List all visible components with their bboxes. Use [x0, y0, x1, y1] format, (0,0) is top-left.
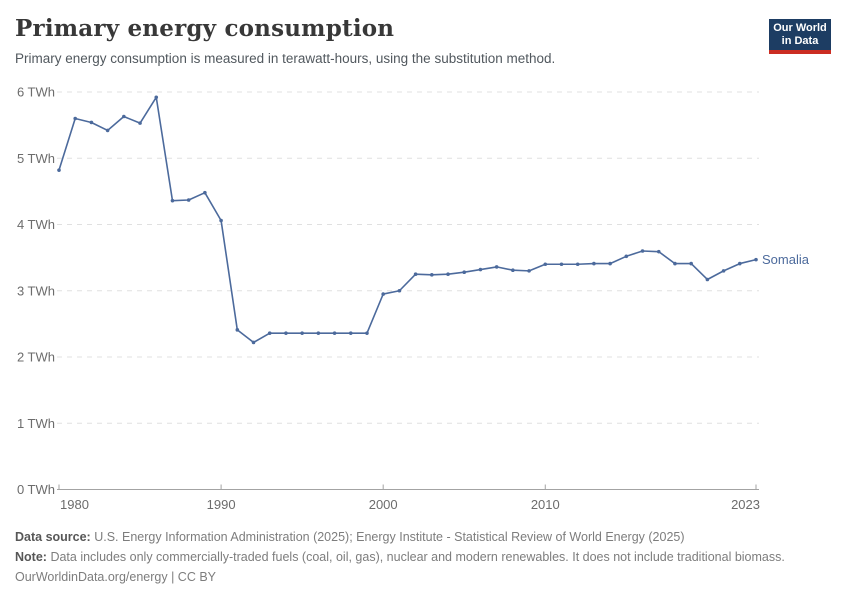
- data-point[interactable]: [89, 120, 94, 125]
- data-point[interactable]: [462, 270, 467, 275]
- data-point[interactable]: [624, 254, 629, 259]
- data-point[interactable]: [397, 288, 402, 293]
- data-point[interactable]: [57, 168, 61, 172]
- owid-logo[interactable]: Our World in Data: [769, 19, 831, 54]
- data-point[interactable]: [543, 262, 548, 267]
- data-point[interactable]: [154, 95, 159, 100]
- x-axis-tick-label: 1980: [60, 497, 89, 512]
- data-point[interactable]: [365, 331, 369, 335]
- y-axis-tick-label: 5 TWh: [17, 151, 55, 166]
- chart-subtitle: Primary energy consumption is measured i…: [15, 51, 556, 66]
- data-point[interactable]: [73, 116, 78, 121]
- series-somalia[interactable]: Somalia: [57, 95, 810, 345]
- x-axis-tick-label: 2023: [731, 497, 760, 512]
- x-axis-tick-label: 1990: [207, 497, 236, 512]
- y-axis-tick-label: 6 TWh: [17, 85, 55, 100]
- note-text: Data includes only commercially-traded f…: [50, 550, 785, 564]
- data-point[interactable]: [494, 265, 499, 269]
- data-point[interactable]: [754, 257, 758, 262]
- data-source-label: Data source:: [15, 530, 91, 544]
- logo-line-2: in Data: [781, 35, 819, 47]
- logo-line-1: Our World: [773, 22, 827, 34]
- data-point[interactable]: [170, 198, 175, 203]
- data-point[interactable]: [721, 269, 726, 273]
- data-point[interactable]: [348, 331, 353, 335]
- data-point[interactable]: [430, 273, 434, 277]
- note-label: Note:: [15, 550, 47, 564]
- data-point[interactable]: [105, 128, 110, 133]
- data-point[interactable]: [284, 331, 288, 335]
- note-line: Note: Data includes only commercially-tr…: [15, 547, 835, 567]
- data-point[interactable]: [640, 249, 645, 253]
- data-point[interactable]: [689, 261, 693, 266]
- data-point[interactable]: [737, 261, 742, 266]
- data-point[interactable]: [138, 121, 142, 125]
- data-point[interactable]: [332, 331, 337, 335]
- page-title: Primary energy consumption: [15, 15, 395, 42]
- y-axis-tick-label: 2 TWh: [17, 350, 55, 365]
- data-point[interactable]: [559, 262, 564, 267]
- data-point[interactable]: [316, 331, 321, 335]
- chart-header: Primary energy consumption Primary energ…: [15, 15, 755, 66]
- x-axis-tick-label: 2000: [369, 497, 398, 512]
- footer-link[interactable]: OurWorldinData.org/energy | CC BY: [15, 570, 217, 584]
- series-end-label[interactable]: Somalia: [762, 252, 810, 267]
- y-axis-tick-label: 3 TWh: [17, 283, 55, 298]
- data-point[interactable]: [608, 261, 612, 266]
- data-point[interactable]: [673, 261, 677, 266]
- data-point[interactable]: [592, 261, 596, 266]
- data-point[interactable]: [235, 328, 240, 332]
- data-point[interactable]: [656, 249, 661, 254]
- data-point[interactable]: [575, 262, 580, 267]
- data-point[interactable]: [203, 190, 207, 195]
- data-source-line: Data source: U.S. Energy Information Adm…: [15, 527, 835, 547]
- data-point[interactable]: [267, 331, 272, 335]
- y-axis-tick-label: 4 TWh: [17, 217, 55, 232]
- line-chart[interactable]: 0 TWh 1 TWh 2 TWh 3 TWh 4 TWh 5 TWh 6 TWh 1980 1…: [0, 0, 850, 530]
- y-axis-tick-label: 1 TWh: [17, 416, 55, 431]
- data-point[interactable]: [446, 272, 450, 276]
- data-point[interactable]: [186, 198, 191, 202]
- data-point[interactable]: [300, 331, 304, 335]
- x-axis-tick-label: 2010: [531, 497, 560, 512]
- data-point[interactable]: [478, 267, 483, 272]
- y-axis-tick-label: 0 TWh: [17, 482, 55, 497]
- series-line[interactable]: [58, 96, 757, 344]
- data-source-text: U.S. Energy Information Administration (…: [94, 530, 685, 544]
- data-point[interactable]: [381, 292, 385, 296]
- data-point[interactable]: [705, 277, 710, 282]
- chart-footer: Data source: U.S. Energy Information Adm…: [15, 527, 835, 587]
- data-point[interactable]: [527, 269, 531, 273]
- data-point[interactable]: [219, 218, 223, 223]
- data-point[interactable]: [122, 114, 126, 119]
- data-point[interactable]: [251, 340, 256, 345]
- data-point[interactable]: [511, 268, 515, 273]
- data-point[interactable]: [413, 272, 418, 276]
